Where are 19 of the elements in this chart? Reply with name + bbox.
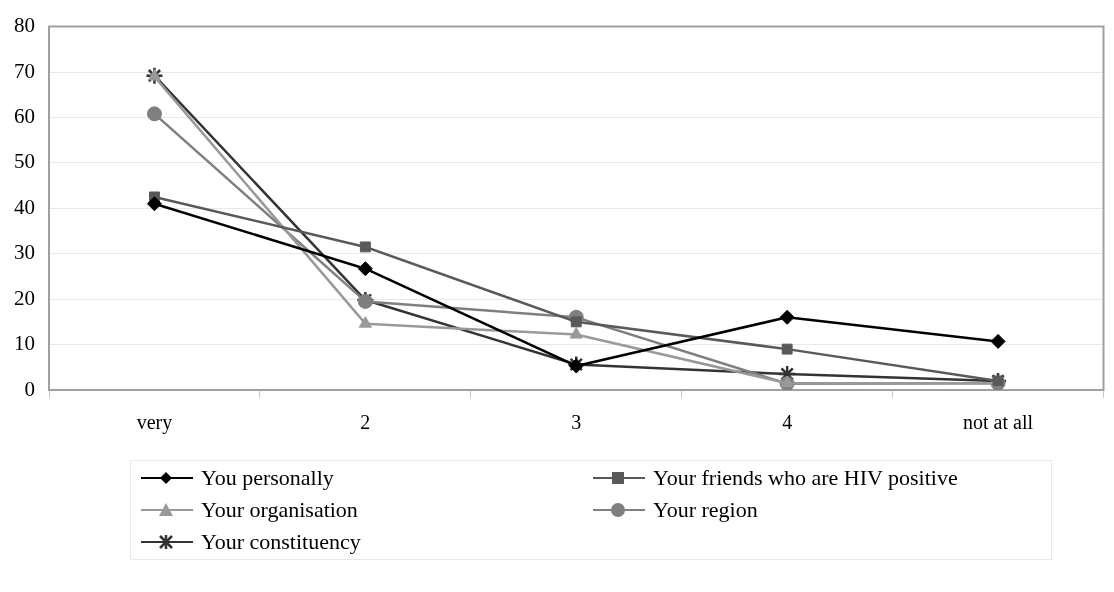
x-tick-label: very	[136, 411, 173, 435]
y-tick-label: 50	[14, 149, 35, 174]
x-tick-label: not at all	[963, 411, 1034, 434]
x-tick-label: 4	[782, 411, 793, 434]
x-tick-label: 3	[571, 411, 582, 434]
legend-label: Your region	[653, 497, 758, 523]
y-tick-label: 80	[14, 13, 35, 38]
y-tick-label: 10	[14, 331, 35, 356]
y-tick-label: 30	[14, 240, 35, 265]
x-tick-label: 2	[360, 411, 371, 434]
legend-label: Your constituency	[201, 529, 361, 555]
y-tick-label: 60	[14, 103, 35, 128]
y-tick-label: 20	[14, 285, 35, 310]
y-tick-label: 70	[14, 58, 35, 83]
y-tick-label: 0	[24, 376, 35, 401]
legend-label: Your friends who are HIV positive	[653, 465, 958, 491]
legend-label: You personally	[201, 465, 334, 491]
legend-label: Your organisation	[201, 497, 358, 523]
y-tick-label: 40	[14, 194, 35, 219]
